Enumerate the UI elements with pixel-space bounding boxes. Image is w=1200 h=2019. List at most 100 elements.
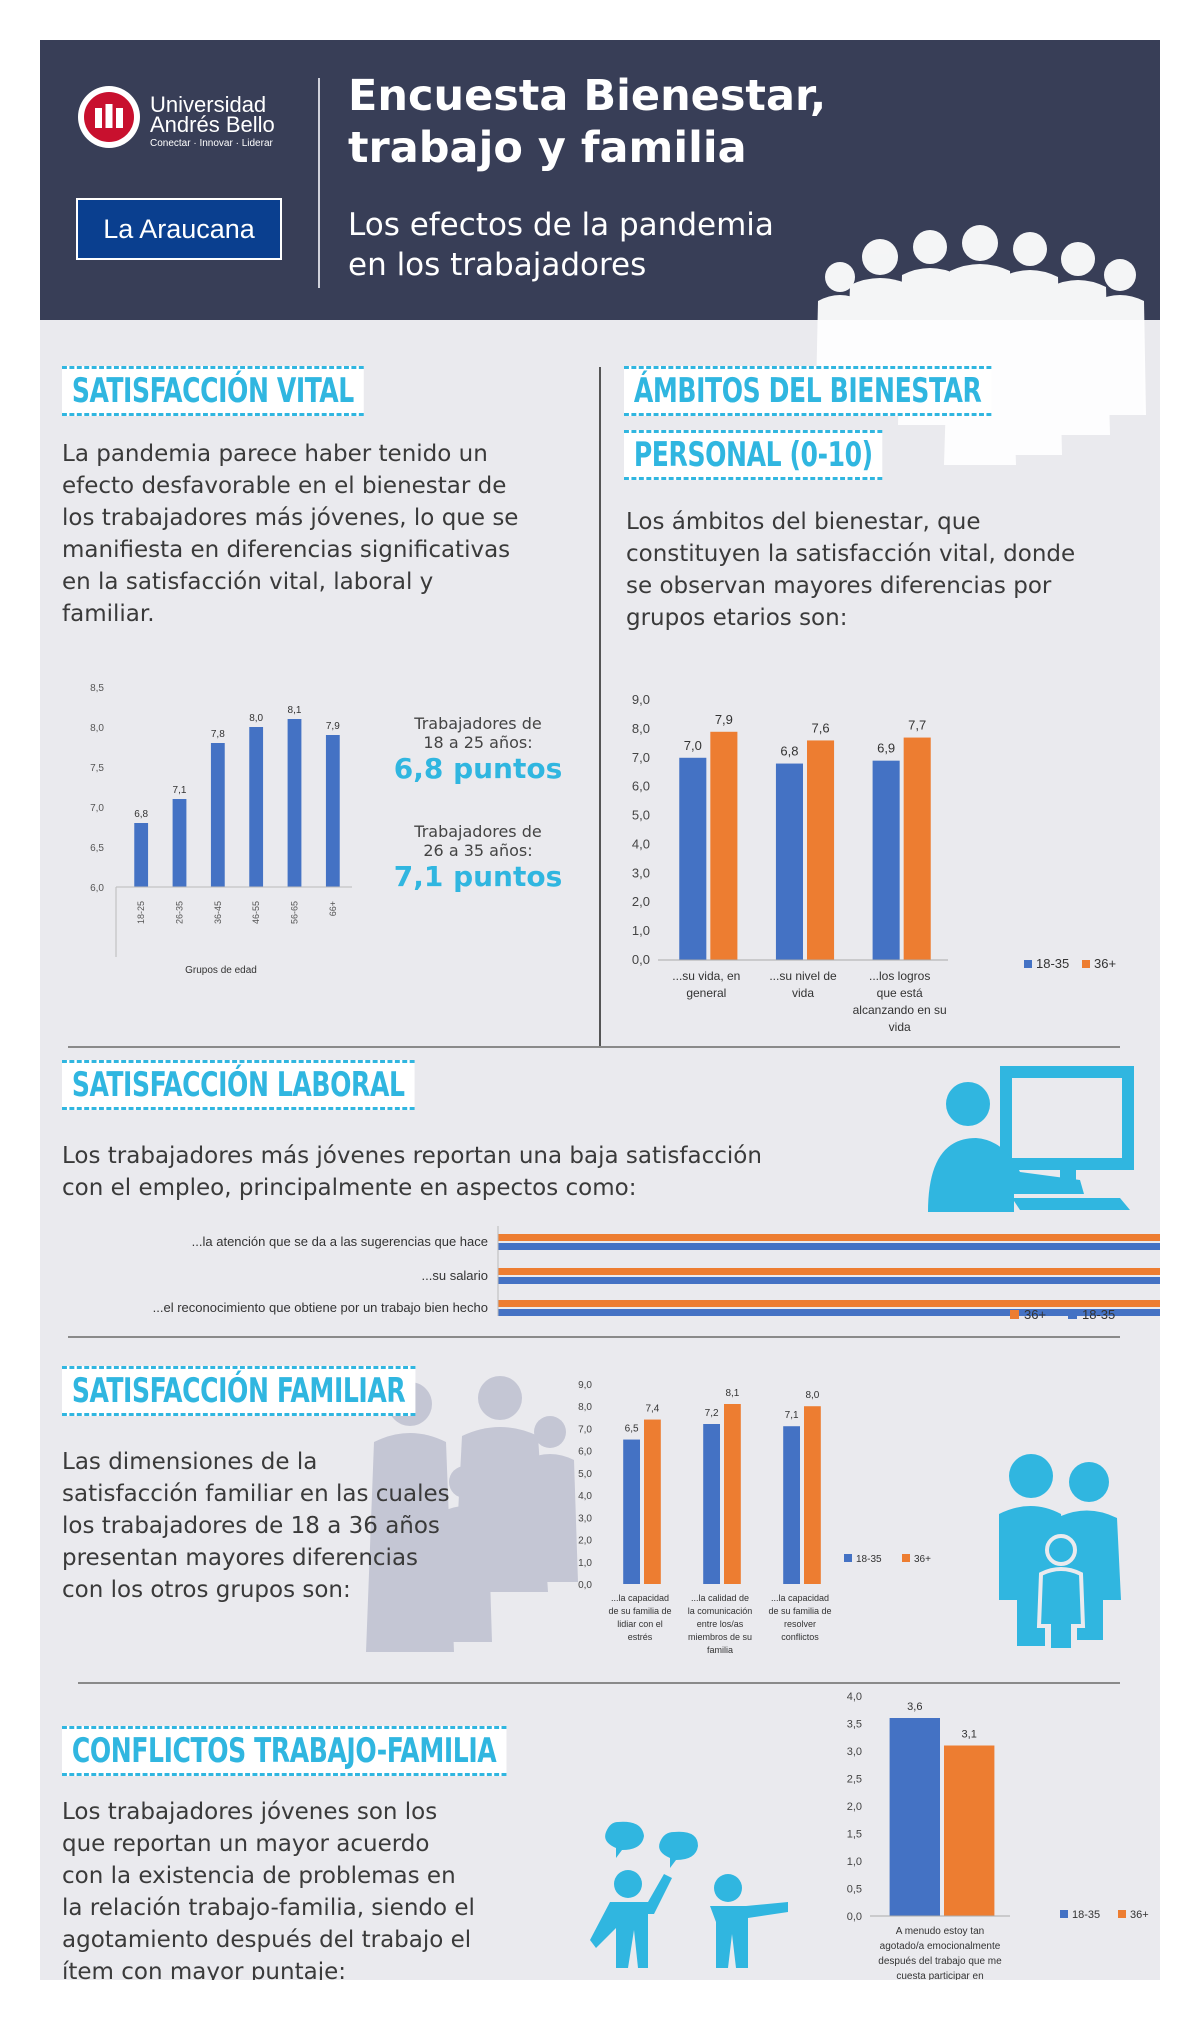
x-axis-title: Grupos de edad — [185, 965, 257, 975]
data-label: 8,0 — [249, 713, 263, 724]
x-tick-label: de su familia de — [608, 1606, 671, 1616]
partner-name: La Araucana — [103, 213, 255, 244]
x-tick-label: después del trabajo que me — [878, 1956, 1002, 1967]
bar — [172, 799, 187, 887]
ambitos-text-line: constituyen la satisfacción vital, donde — [626, 541, 1076, 567]
section-title-laboral: SATISFACCIÓN LABORAL — [62, 1060, 415, 1110]
bar-36+ — [498, 1300, 1160, 1307]
x-tick-label: alcanzando en su — [853, 1003, 947, 1017]
legend-label: 36+ — [914, 1554, 931, 1565]
y-tick-label: 6,0 — [578, 1447, 592, 1458]
header: Universidad Andrés Bello Conectar · Inno… — [40, 40, 1160, 320]
y-tick-label: 1,5 — [847, 1829, 862, 1841]
conflictos-text-line: que reportan un mayor acuerdo — [62, 1831, 430, 1857]
university-tagline: Conectar · Innovar · Liderar — [150, 138, 273, 149]
y-tick-label: 0,0 — [847, 1911, 862, 1923]
y-tick-label: 4,0 — [847, 1691, 862, 1703]
familiar-text-line: satisfacción familiar en las cuales — [62, 1481, 450, 1507]
legend-swatch — [1082, 960, 1090, 968]
bar-18-35 — [498, 1309, 1160, 1316]
legend-label: 18-35 — [1036, 956, 1069, 971]
computer-user-icon — [928, 1066, 1134, 1212]
bar-36+ — [807, 740, 835, 960]
vital-text-line: familiar. — [62, 601, 155, 627]
y-tick-label: 2,0 — [632, 894, 650, 909]
legend-swatch — [902, 1554, 910, 1562]
x-tick-label: A menudo estoy tan — [896, 1926, 984, 1937]
bar — [249, 727, 264, 887]
data-label: 6,8 — [780, 744, 798, 759]
y-tick-label: 6,0 — [632, 779, 650, 794]
bar-18-35 — [498, 1243, 1160, 1250]
bar-36+ — [724, 1404, 741, 1584]
y-tick-label: 0,0 — [578, 1580, 592, 1591]
y-tick-label: 3,5 — [847, 1719, 862, 1731]
bar-18-35 — [498, 1277, 1160, 1284]
x-tick-label: ...la capacidad — [611, 1593, 669, 1603]
x-tick-label: que está — [877, 986, 923, 1000]
callout-label: 26 a 35 años: — [423, 841, 533, 860]
familiar-description: Las dimensiones de la satisfacción famil… — [62, 1446, 450, 1606]
data-label: 7,8 — [211, 729, 225, 740]
y-tick-label: 0,0 — [632, 952, 650, 967]
callout-26-35: Trabajadores de 26 a 35 años: 7,1 puntos — [378, 822, 578, 894]
vital-description: La pandemia parece haber tenido un efect… — [62, 438, 518, 630]
bar — [210, 743, 225, 887]
callout-label: Trabajadores de — [414, 822, 542, 841]
y-tick-label: ...el reconocimiento que obtiene por un … — [153, 1300, 488, 1315]
x-tick-label: la comunicación — [688, 1606, 753, 1616]
x-tick-label: estrés — [628, 1632, 653, 1642]
x-tick-label: vida — [792, 986, 814, 1000]
section-title-vital: SATISFACCIÓN VITAL — [62, 366, 364, 416]
y-tick-label: 4,0 — [578, 1491, 592, 1502]
data-label: 7,1 — [173, 785, 187, 796]
callout-label: Trabajadores de — [414, 714, 542, 733]
bar-18-35 — [872, 760, 900, 960]
chart-conflictos-trabajo-familia: 0,0 0,5 1,0 1,5 2,0 2,5 3,0 3,5 4,0 3,6 3,1 A menud… — [847, 1691, 1149, 1980]
y-tick-label: 3,0 — [632, 865, 650, 880]
y-tick-label: 9,0 — [632, 692, 650, 707]
x-tick-label: miembros de su — [688, 1632, 752, 1642]
ambitos-text-line: se observan mayores diferencias por — [626, 573, 1052, 599]
y-tick-label: 5,0 — [578, 1469, 592, 1480]
y-tick-label: 1,0 — [632, 923, 650, 938]
family-silhouette-icon — [366, 1376, 578, 1652]
x-tick-label: entre los/as — [697, 1619, 744, 1629]
y-tick-label: 7,0 — [632, 750, 650, 765]
legend-label: 18-35 — [1082, 1307, 1115, 1322]
section-divider — [78, 1682, 1120, 1684]
bar — [325, 735, 340, 887]
legend-swatch — [844, 1554, 852, 1562]
chart-satisfaccion-familiar: 0,0 1,0 2,0 3,0 4,0 5,0 6,0 7,0 8,0 9,0 6,5 7,4 ...l… — [578, 1380, 931, 1655]
bar-36+ — [498, 1268, 1160, 1275]
data-label: 6,5 — [625, 1424, 639, 1435]
y-tick-label: 2,0 — [578, 1536, 592, 1547]
section-title-familiar: SATISFACCIÓN FAMILIAR — [62, 1366, 416, 1416]
x-tick-label: 56-65 — [290, 901, 300, 924]
x-tick-label: vida — [889, 1020, 911, 1034]
x-tick-label: general — [686, 986, 726, 1000]
y-tick-label: 8,0 — [632, 721, 650, 736]
conflictos-text-line: agotamiento después del trabajo el — [62, 1927, 472, 1953]
data-label: 8,1 — [288, 705, 302, 716]
y-tick-label: 2,5 — [847, 1774, 862, 1786]
data-label: 7,1 — [785, 1410, 799, 1421]
y-tick-label: 6,0 — [90, 883, 104, 894]
bar — [287, 719, 302, 887]
data-label: 7,6 — [811, 720, 829, 735]
bar-36+ — [944, 1745, 995, 1916]
x-tick-label: ...la capacidad — [771, 1593, 829, 1603]
page-title: Encuesta Bienestar, trabajo y familia — [348, 70, 826, 174]
data-label: 6,8 — [134, 809, 148, 820]
data-label: 7,9 — [715, 712, 733, 727]
legend-swatch — [1060, 1910, 1068, 1918]
legend-swatch — [1024, 960, 1032, 968]
vital-text-line: los trabajadores más jóvenes, lo que se — [62, 505, 519, 531]
partner-logo: La Araucana — [76, 198, 282, 260]
familiar-text-line: Las dimensiones de la — [62, 1449, 318, 1475]
section-divider — [68, 1336, 1120, 1338]
data-label: 8,0 — [805, 1390, 819, 1401]
bar — [134, 823, 149, 887]
university-seal-icon — [78, 86, 140, 148]
x-tick-label: 26-35 — [175, 901, 185, 924]
